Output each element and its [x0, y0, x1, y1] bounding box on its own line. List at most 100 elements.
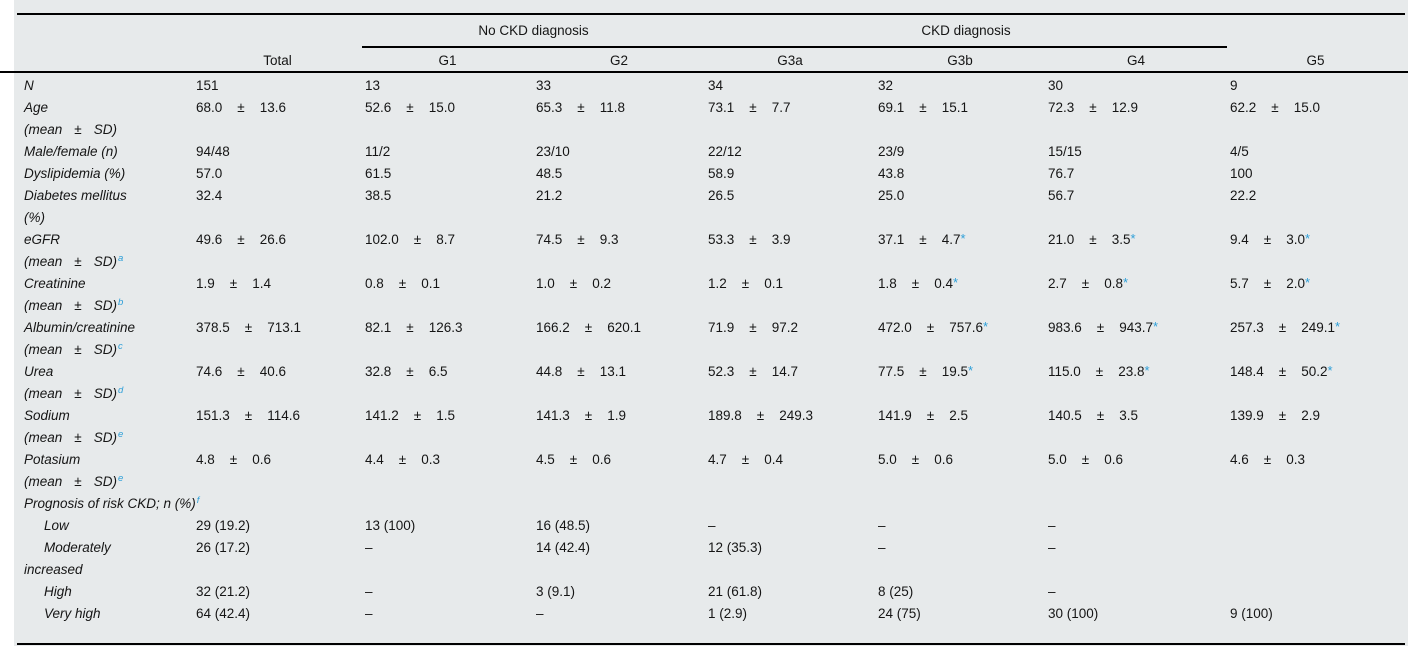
mean-value: 69.1: [878, 100, 905, 116]
mean-sd-value: 68.0 ±13.6: [196, 97, 286, 119]
row-label-line1: Dyslipidemia (%): [24, 166, 126, 182]
mean-sd-value: 44.8 ±13.1: [536, 361, 626, 383]
table-cell: 23/9: [878, 144, 905, 160]
row-label: Age (mean ± SD): [17, 97, 193, 141]
row-label-line1: Urea: [24, 364, 54, 380]
table-cell: 140.5 ±3.5: [1045, 405, 1227, 449]
column-header-g3a: G3a: [777, 53, 803, 68]
row-label-line2: (mean ± SD)d: [24, 383, 193, 405]
label-part: SD)b: [93, 296, 124, 314]
plus-minus-sign: ±: [1278, 364, 1287, 380]
mean-value: 102.0: [365, 232, 399, 248]
table-cell: 76.7: [1048, 166, 1075, 182]
table-cell: 115.0 ±23.8*: [1045, 361, 1227, 405]
table-cell: [705, 493, 875, 515]
mean-sd-value: 37.1 ±4.7*: [878, 229, 966, 251]
mean-value: 73.1: [708, 100, 735, 116]
sd-value: 3.5*: [1111, 231, 1136, 248]
significance-star: *: [983, 319, 989, 335]
table-cell: 32.8 ±6.5: [362, 361, 533, 405]
plus-minus-sign: ±: [911, 276, 920, 292]
sd-value: 26.6: [259, 232, 286, 248]
mean-sd-value: 9.4 ±3.0*: [1230, 229, 1310, 251]
plus-minus-sign: ±: [398, 276, 407, 292]
group-header-ckd: CKD diagnosis: [705, 15, 1227, 48]
mean-value: 378.5: [196, 320, 230, 336]
sd-value: 0.3: [1286, 452, 1305, 468]
table-cell: 72.3 ±12.9: [1045, 97, 1227, 141]
table-cell: 44.8 ±13.1: [533, 361, 705, 405]
table-cell: 1.8 ±0.4*: [875, 273, 1045, 317]
mean-sd-value: 4.8 ±0.6: [196, 449, 271, 471]
mean-value: 0.8: [365, 276, 384, 292]
mean-value: 2.7: [1048, 276, 1067, 292]
table-cell: [1227, 493, 1404, 515]
plus-minus-sign: ±: [577, 232, 585, 248]
sd-value: 4.7*: [941, 231, 966, 248]
row-label: Prognosis of risk CKD; n (%)f: [17, 493, 199, 515]
table-cell: 12 (35.3): [708, 540, 763, 556]
table-cell: 983.6 ±943.7*: [1045, 317, 1227, 361]
mean-value: 4.7: [708, 452, 727, 468]
mean-sd-value: 189.8 ±249.3: [708, 405, 813, 427]
plus-minus-sign: ±: [749, 232, 757, 248]
mean-value: 472.0: [878, 320, 912, 336]
table-cell: –: [365, 540, 373, 556]
column-header-empty: [17, 48, 193, 71]
table-cell: 37.1 ±4.7*: [875, 229, 1045, 273]
row-label-line1: N: [24, 78, 34, 94]
sd-value: 3.9: [771, 232, 791, 248]
plus-minus-sign: ±: [919, 364, 927, 380]
sd-value: 620.1: [607, 320, 642, 336]
sd-value: 15.0: [1293, 100, 1320, 116]
mean-sd-value: 73.1 ±7.7: [708, 97, 790, 119]
mean-sd-value: 4.6 ±0.3: [1230, 449, 1305, 471]
mean-sd-value: 4.4 ±0.3: [365, 449, 440, 471]
significance-star: *: [1304, 275, 1311, 291]
mean-sd-value: 0.8 ±0.1: [365, 273, 440, 295]
significance-star: *: [1327, 363, 1333, 379]
table-cell: 26.5: [708, 188, 735, 204]
mean-sd-value: 4.5 ±0.6: [536, 449, 611, 471]
table-cell: 77.5 ±19.5*: [875, 361, 1045, 405]
table-cell: 48.5: [536, 166, 563, 182]
mean-sd-label: (mean ± SD)e: [24, 471, 123, 493]
mean-value: 62.2: [1230, 100, 1257, 116]
mean-value: 4.5: [536, 452, 555, 468]
label-part: SD): [93, 122, 117, 138]
significance-star: *: [1122, 275, 1129, 291]
table-cell: 1 (2.9): [708, 606, 748, 622]
significance-star: *: [1304, 231, 1311, 247]
plus-minus-sign: ±: [229, 452, 238, 468]
table-cell: 26 (17.2): [196, 540, 251, 556]
significance-star: *: [952, 275, 959, 291]
row-label-line2: (mean ± SD): [24, 119, 193, 141]
mean-value: 9.4: [1230, 232, 1249, 248]
sd-value: 15.0: [428, 100, 455, 116]
table-cell: 53.3 ±3.9: [705, 229, 875, 273]
mean-value: 5.0: [1048, 452, 1067, 468]
row-label-line2: (mean ± SD)b: [24, 295, 193, 317]
table-cell: 141.2 ±1.5: [362, 405, 533, 449]
table-cell: 14 (42.4): [536, 540, 591, 556]
mean-sd-label: (mean ± SD)e: [24, 427, 123, 449]
row-label-line2: (mean ± SD)a: [24, 251, 193, 273]
table-cell: 16 (48.5): [536, 518, 591, 534]
label-part: (mean: [24, 386, 63, 402]
plus-minus-sign: ±: [749, 100, 757, 116]
plus-minus-sign: ±: [237, 232, 245, 248]
table-cell: 62.2 ±15.0: [1227, 97, 1404, 141]
footnote-marker: b: [117, 296, 124, 308]
label-part: (mean: [24, 254, 63, 270]
table-cell: 8 (25): [878, 584, 914, 600]
sd-value: 6.5: [428, 364, 448, 380]
mean-sd-value: 53.3 ±3.9: [708, 229, 790, 251]
sd-value: 0.6: [934, 452, 953, 468]
mean-value: 5.0: [878, 452, 897, 468]
table-cell: [875, 493, 1045, 515]
plus-minus-sign: ±: [1089, 232, 1097, 248]
footnote-marker: e: [117, 472, 124, 484]
table-cell: 4.4 ±0.3: [362, 449, 533, 493]
table-cell: 29 (19.2): [196, 518, 251, 534]
mean-sd-value: 69.1 ±15.1: [878, 97, 968, 119]
